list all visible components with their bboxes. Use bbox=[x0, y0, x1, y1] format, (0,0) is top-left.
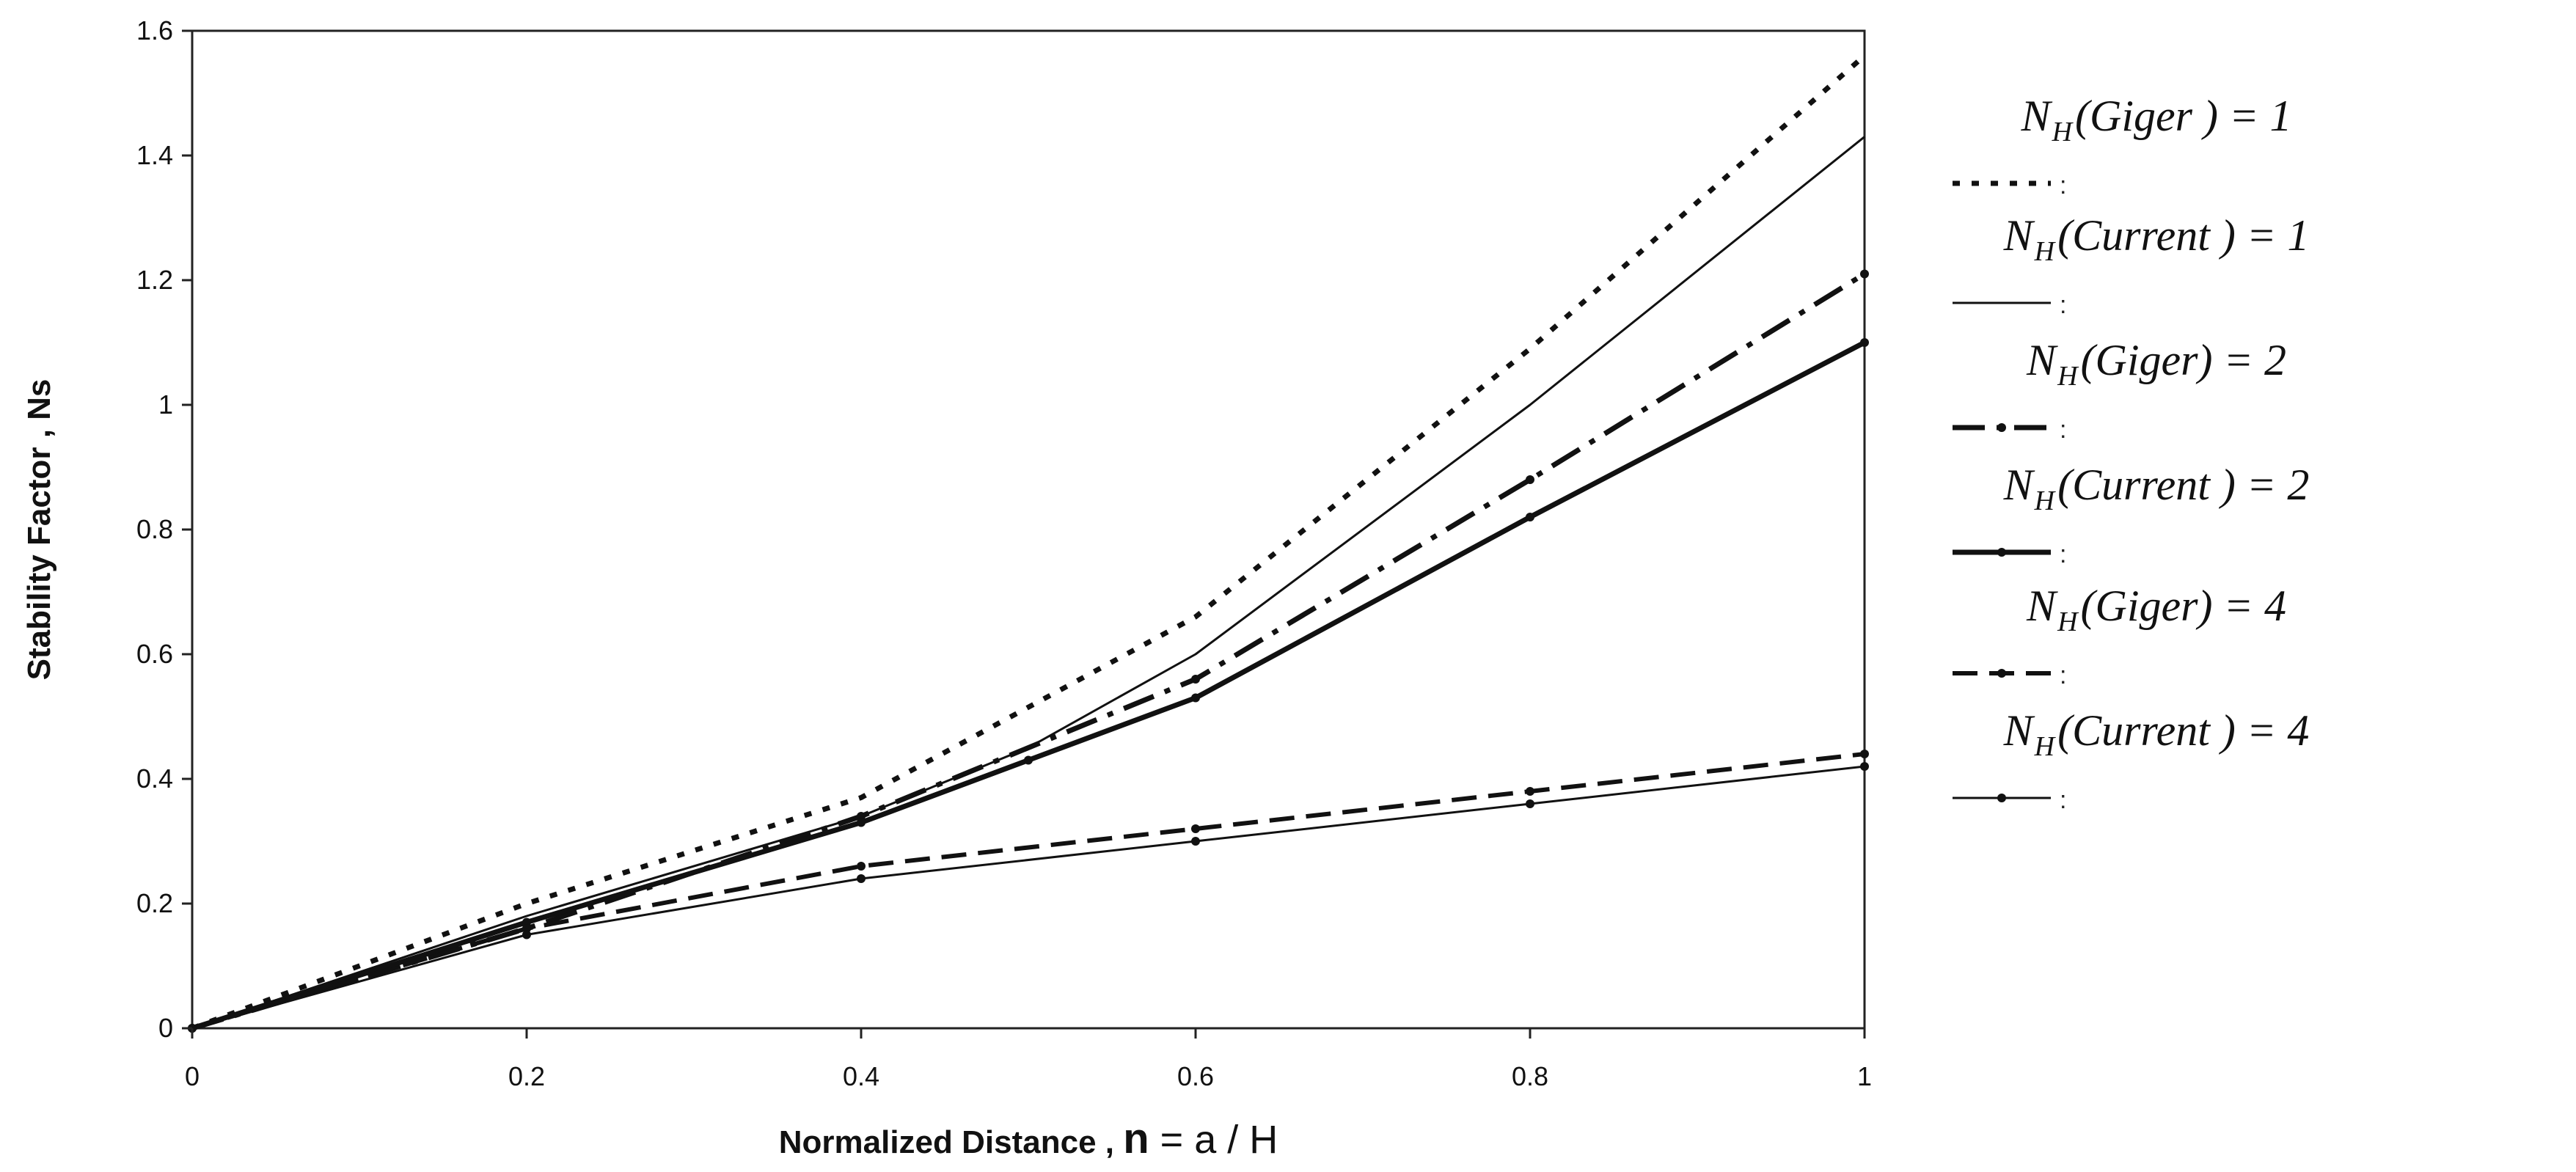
data-point bbox=[857, 812, 866, 821]
legend-label: NH(Current ) = 2 bbox=[2003, 461, 2310, 516]
legend: NH(Giger ) = 1:NH(Current ) = 1:NH(Giger… bbox=[1953, 92, 2309, 814]
legend-label-rest: (Giger) = 2 bbox=[2081, 336, 2286, 384]
legend-colon: : bbox=[2060, 662, 2066, 689]
x-tick-label: 0 bbox=[185, 1061, 200, 1091]
legend-label-main: N bbox=[2026, 582, 2058, 630]
y-axis-label: Stability Factor , Ns bbox=[21, 379, 57, 681]
data-point bbox=[522, 918, 531, 927]
data-point bbox=[857, 818, 866, 827]
legend-colon: : bbox=[2060, 416, 2066, 444]
legend-item: NH(Giger ) = 1: bbox=[1953, 92, 2291, 199]
legend-swatch-marker bbox=[1997, 548, 2006, 557]
series-3 bbox=[188, 269, 1869, 1033]
data-point bbox=[1526, 787, 1534, 796]
y-tick-label: 1 bbox=[158, 389, 173, 420]
y-tick-label: 1.6 bbox=[136, 15, 173, 45]
y-tick-label: 0.4 bbox=[136, 763, 173, 794]
x-tick-label: 1 bbox=[1857, 1061, 1872, 1091]
legend-swatch-marker bbox=[1997, 794, 2006, 802]
x-tick-label: 0.6 bbox=[1177, 1061, 1214, 1091]
legend-label: NH(Giger) = 2 bbox=[2026, 336, 2286, 392]
data-point bbox=[522, 930, 531, 940]
legend-label-main: N bbox=[2003, 461, 2035, 509]
y-tick-label: 0.6 bbox=[136, 639, 173, 669]
legend-label-subscript: H bbox=[2052, 117, 2074, 147]
legend-item: NH(Giger) = 2: bbox=[1953, 336, 2286, 444]
x-axis-label-suffix: = a / H bbox=[1149, 1118, 1278, 1162]
legend-colon: : bbox=[2060, 786, 2066, 814]
legend-label: NH(Giger ) = 1 bbox=[2021, 92, 2292, 147]
series-layer bbox=[188, 54, 1869, 1033]
data-point bbox=[1860, 269, 1869, 279]
legend-item: NH(Current ) = 1: bbox=[1953, 211, 2309, 319]
legend-label: NH(Current ) = 4 bbox=[2003, 706, 2310, 762]
y-tick-label: 0.8 bbox=[136, 514, 173, 544]
data-point bbox=[1191, 675, 1200, 684]
plot-area bbox=[188, 29, 1869, 1033]
data-point bbox=[1191, 824, 1200, 833]
legend-item: NH(Current ) = 2: bbox=[1953, 461, 2309, 568]
y-axis-ticks: 0 0.2 0.4 0.6 0.8 1 1.2 1.4 1.6 bbox=[136, 15, 192, 1043]
series-line bbox=[191, 271, 1866, 1031]
legend-label-rest: (Giger) = 4 bbox=[2081, 582, 2286, 630]
legend-colon: : bbox=[2060, 541, 2066, 568]
data-point bbox=[1024, 755, 1033, 765]
legend-label-main: N bbox=[2003, 211, 2035, 260]
x-axis-label: Normalized Distance , n = a / H bbox=[779, 1115, 1278, 1162]
data-point bbox=[1860, 750, 1869, 758]
data-point bbox=[1860, 338, 1869, 347]
data-point bbox=[857, 862, 866, 871]
legend-label-main: N bbox=[2003, 706, 2035, 755]
data-point bbox=[522, 924, 531, 933]
x-axis-ticks: 0 0.2 0.4 0.6 0.8 1 bbox=[185, 1028, 1872, 1091]
x-axis-label-prefix: Normalized Distance , bbox=[779, 1124, 1123, 1160]
series-line bbox=[191, 752, 1865, 1030]
data-point bbox=[857, 874, 866, 883]
legend-label-rest: (Current ) = 4 bbox=[2057, 706, 2309, 755]
legend-label-main: N bbox=[2021, 92, 2053, 140]
legend-label-subscript: H bbox=[2034, 486, 2057, 516]
series-line bbox=[191, 54, 1867, 1031]
legend-swatch-marker bbox=[1997, 423, 2006, 432]
legend-label: NH(Current ) = 1 bbox=[2003, 211, 2310, 267]
legend-item: NH(Current ) = 4: bbox=[1953, 706, 2309, 814]
legend-label-subscript: H bbox=[2034, 731, 2057, 762]
legend-label-subscript: H bbox=[2057, 361, 2079, 392]
legend-label-rest: (Giger ) = 1 bbox=[2075, 92, 2291, 140]
legend-colon: : bbox=[2060, 172, 2066, 199]
data-point bbox=[1191, 837, 1200, 846]
legend-label-subscript: H bbox=[2057, 607, 2079, 637]
legend-label-rest: (Current ) = 2 bbox=[2057, 461, 2309, 509]
legend-label-rest: (Current ) = 1 bbox=[2057, 211, 2309, 260]
x-tick-label: 0.4 bbox=[843, 1061, 879, 1091]
x-tick-label: 0.2 bbox=[508, 1061, 545, 1091]
legend-item: NH(Giger) = 4: bbox=[1953, 582, 2286, 689]
series-1 bbox=[191, 54, 1867, 1031]
y-tick-label: 1.2 bbox=[136, 265, 173, 295]
data-point bbox=[1526, 513, 1534, 521]
y-tick-label: 0 bbox=[158, 1013, 173, 1043]
y-tick-label: 0.2 bbox=[136, 888, 173, 918]
y-tick-label: 1.4 bbox=[136, 140, 173, 170]
data-point bbox=[1526, 475, 1534, 484]
data-point bbox=[1860, 762, 1869, 771]
legend-label-main: N bbox=[2026, 336, 2058, 384]
legend-label: NH(Giger) = 4 bbox=[2026, 582, 2286, 637]
legend-colon: : bbox=[2060, 291, 2066, 319]
data-point bbox=[1191, 693, 1200, 703]
x-tick-label: 0.8 bbox=[1512, 1061, 1548, 1091]
x-axis-label-symbol: n bbox=[1123, 1115, 1149, 1162]
data-point bbox=[1526, 799, 1534, 808]
legend-swatch-marker bbox=[1997, 669, 2006, 678]
legend-label-subscript: H bbox=[2034, 236, 2057, 267]
series-line bbox=[191, 765, 1865, 1030]
